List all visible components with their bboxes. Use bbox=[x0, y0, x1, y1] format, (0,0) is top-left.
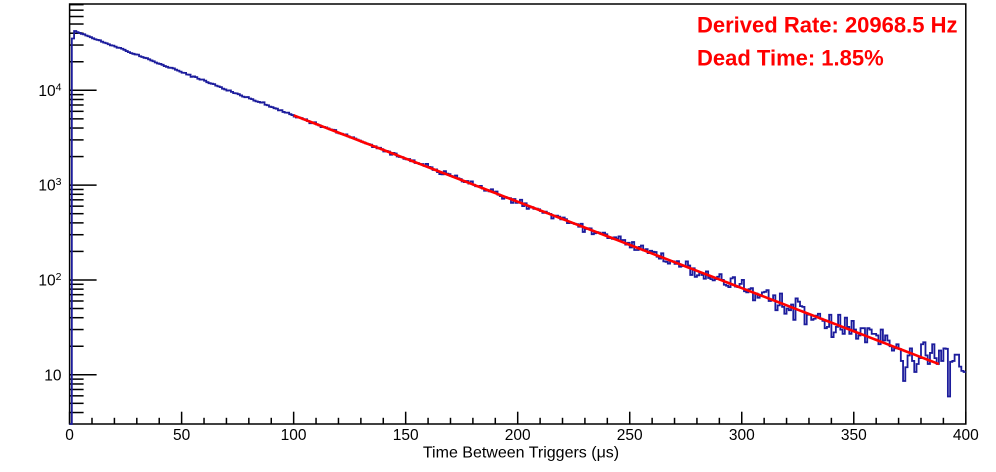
svg-text:0: 0 bbox=[65, 427, 74, 444]
svg-text:50: 50 bbox=[173, 427, 191, 444]
svg-text:150: 150 bbox=[393, 427, 419, 444]
svg-text:Time Between Triggers (μs): Time Between Triggers (μs) bbox=[423, 445, 619, 462]
svg-text:Derived Rate: 20968.5 Hz: Derived Rate: 20968.5 Hz bbox=[697, 13, 957, 38]
svg-text:Dead Time: 1.85%: Dead Time: 1.85% bbox=[697, 46, 884, 71]
svg-text:100: 100 bbox=[281, 427, 307, 444]
svg-text:10: 10 bbox=[44, 367, 62, 384]
svg-text:300: 300 bbox=[729, 427, 755, 444]
svg-text:350: 350 bbox=[841, 427, 867, 444]
svg-text:400: 400 bbox=[953, 427, 979, 444]
svg-text:200: 200 bbox=[505, 427, 531, 444]
svg-text:250: 250 bbox=[617, 427, 643, 444]
